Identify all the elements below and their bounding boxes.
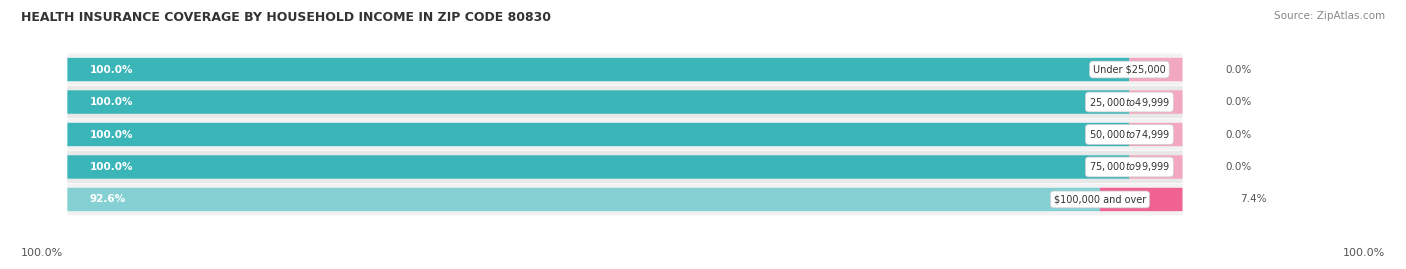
Text: 7.4%: 7.4% [1240, 194, 1267, 204]
Text: 100.0%: 100.0% [90, 97, 134, 107]
FancyBboxPatch shape [1129, 123, 1182, 146]
Text: HEALTH INSURANCE COVERAGE BY HOUSEHOLD INCOME IN ZIP CODE 80830: HEALTH INSURANCE COVERAGE BY HOUSEHOLD I… [21, 11, 551, 24]
FancyBboxPatch shape [67, 58, 1129, 81]
Text: 0.0%: 0.0% [1226, 97, 1251, 107]
Text: 100.0%: 100.0% [90, 65, 134, 75]
FancyBboxPatch shape [67, 188, 1099, 211]
FancyBboxPatch shape [1129, 58, 1182, 81]
FancyBboxPatch shape [1129, 155, 1182, 179]
Text: 0.0%: 0.0% [1226, 162, 1251, 172]
FancyBboxPatch shape [67, 54, 1182, 86]
Text: $50,000 to $74,999: $50,000 to $74,999 [1088, 128, 1170, 141]
Text: Source: ZipAtlas.com: Source: ZipAtlas.com [1274, 11, 1385, 21]
Text: 0.0%: 0.0% [1226, 65, 1251, 75]
FancyBboxPatch shape [67, 183, 1182, 215]
FancyBboxPatch shape [67, 119, 1182, 150]
FancyBboxPatch shape [67, 123, 1129, 146]
FancyBboxPatch shape [67, 151, 1182, 183]
FancyBboxPatch shape [67, 86, 1182, 118]
Text: $100,000 and over: $100,000 and over [1054, 194, 1146, 204]
Text: $75,000 to $99,999: $75,000 to $99,999 [1088, 161, 1170, 174]
FancyBboxPatch shape [1099, 188, 1182, 211]
FancyBboxPatch shape [67, 90, 1129, 114]
Text: 100.0%: 100.0% [1343, 248, 1385, 258]
Text: Under $25,000: Under $25,000 [1092, 65, 1166, 75]
Text: $25,000 to $49,999: $25,000 to $49,999 [1088, 95, 1170, 108]
Text: 100.0%: 100.0% [90, 129, 134, 140]
FancyBboxPatch shape [1129, 90, 1182, 114]
Text: 100.0%: 100.0% [90, 162, 134, 172]
Text: 92.6%: 92.6% [90, 194, 125, 204]
Text: 100.0%: 100.0% [21, 248, 63, 258]
FancyBboxPatch shape [67, 155, 1129, 179]
Text: 0.0%: 0.0% [1226, 129, 1251, 140]
